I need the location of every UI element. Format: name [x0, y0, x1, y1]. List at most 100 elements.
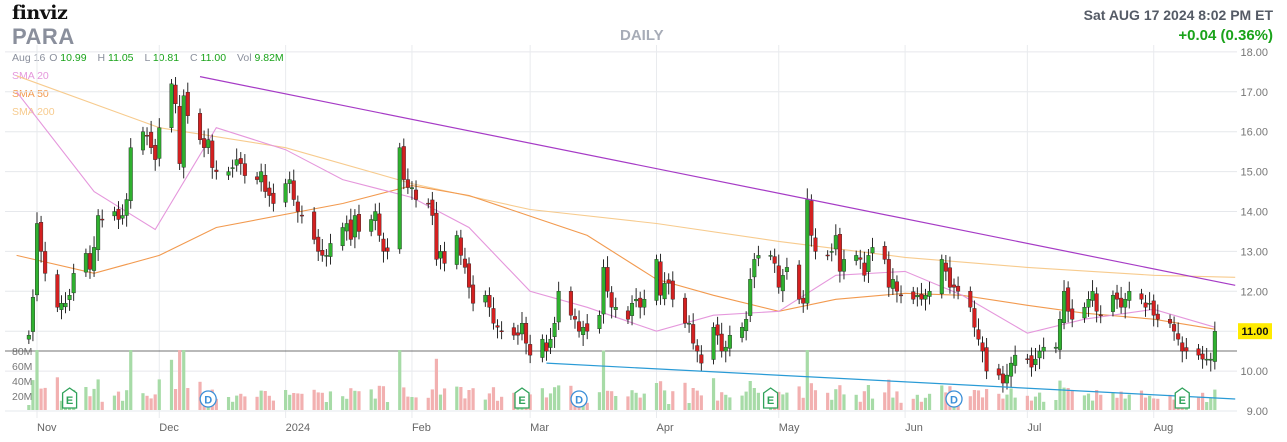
candle-down — [772, 256, 777, 264]
candle-up — [1082, 307, 1087, 319]
dividend-marker-label: D — [575, 395, 583, 407]
volume-bar — [430, 389, 434, 410]
volume-bar — [626, 396, 630, 410]
finviz-logo[interactable]: finviz — [12, 2, 68, 24]
volume-bar — [610, 391, 614, 410]
candle-down — [947, 267, 952, 288]
volume-bar — [186, 388, 190, 410]
sma50-line — [16, 185, 1215, 330]
candle-up — [654, 259, 659, 301]
volume-bar — [1172, 399, 1176, 410]
candle-up — [128, 147, 133, 201]
volume-bar — [887, 379, 891, 410]
last-price-badge — [1238, 323, 1272, 340]
volume-bar — [1058, 380, 1062, 410]
candle-down — [544, 342, 549, 352]
candle-down — [87, 253, 92, 270]
candle-up — [92, 247, 97, 271]
candle-up — [784, 267, 789, 272]
volume-bar — [1127, 394, 1131, 410]
price-tick-label: 17.00 — [1240, 87, 1268, 99]
time-tick-label: Dec — [159, 422, 179, 434]
volume-bar — [198, 381, 202, 410]
volume-bar — [1139, 390, 1144, 410]
volume-bar — [438, 394, 443, 410]
candle-up — [1057, 319, 1062, 350]
candle-up — [30, 297, 35, 332]
candle-down — [348, 219, 353, 240]
time-tick-label: Jun — [905, 422, 923, 434]
candle-up — [234, 159, 239, 166]
volume-bar — [255, 396, 259, 410]
volume-bar — [720, 392, 724, 410]
volume-bar — [601, 350, 606, 410]
volume-bar — [1196, 396, 1201, 410]
dividend-marker-label: D — [204, 395, 212, 407]
candle-down — [515, 332, 520, 336]
earnings-marker-label: E — [1179, 395, 1186, 407]
candle-up — [71, 273, 76, 294]
candle-down — [39, 222, 44, 252]
volume-bar — [120, 400, 125, 410]
volume-bar — [972, 390, 976, 410]
volume-bar — [585, 402, 589, 410]
candle-up — [601, 267, 606, 315]
candle-up — [540, 338, 545, 358]
volume-bar — [785, 392, 789, 410]
candle-down — [198, 113, 203, 140]
volume-tick-label: 60M — [12, 361, 32, 373]
price-tick-label: 18.00 — [1240, 47, 1268, 59]
candle-down — [430, 199, 435, 216]
volume-bar — [316, 392, 320, 410]
candle-down — [291, 180, 296, 200]
candle-down — [956, 285, 961, 292]
volume-bar — [1042, 401, 1046, 410]
candle-down — [202, 138, 207, 148]
candle-down — [1029, 355, 1034, 368]
candle-up — [597, 315, 602, 330]
volume-bar — [826, 392, 830, 410]
candle-down — [1070, 308, 1075, 320]
candle-down — [699, 354, 704, 364]
price-tick-label: 14.00 — [1240, 207, 1268, 219]
price-tick-label: 9.00 — [1247, 406, 1268, 418]
volume-bar — [178, 350, 182, 410]
candle-down — [984, 347, 989, 372]
volume-bar — [495, 400, 500, 410]
volume-bar — [830, 399, 834, 410]
volume-bar — [157, 379, 161, 410]
volume-bar — [27, 405, 31, 410]
candle-down — [267, 187, 272, 196]
candle-down — [882, 246, 887, 260]
time-tick-label: May — [779, 422, 800, 434]
price-change: +0.04 (0.36%) — [1178, 27, 1273, 44]
volume-bar — [267, 395, 271, 410]
volume-bar — [406, 396, 410, 410]
volume-bar — [1156, 398, 1160, 410]
sma200-line — [16, 75, 1236, 278]
volume-bar — [544, 397, 549, 410]
candle-up — [613, 307, 618, 310]
candle-up — [26, 334, 31, 340]
candle-down — [658, 261, 663, 296]
candle-down — [837, 234, 842, 272]
candle-up — [59, 303, 64, 310]
candle-down — [1172, 324, 1177, 332]
candle-up — [373, 211, 378, 221]
volume-bar — [548, 393, 553, 410]
volume-bar — [320, 392, 324, 410]
volume-tick-label: 40M — [12, 376, 32, 388]
candle-down — [401, 146, 406, 180]
time-tick-label: 2024 — [286, 422, 310, 434]
price-tick-label: 13.00 — [1240, 246, 1268, 258]
candle-down — [356, 214, 361, 232]
candle-up — [340, 227, 345, 247]
price-tick-label: 12.00 — [1240, 286, 1268, 298]
volume-bar — [654, 383, 659, 410]
time-tick-label: Aug — [1154, 422, 1174, 434]
volume-bar — [369, 389, 373, 410]
candle-down — [691, 324, 696, 344]
candle-down — [524, 323, 529, 344]
candle-down — [185, 91, 190, 116]
